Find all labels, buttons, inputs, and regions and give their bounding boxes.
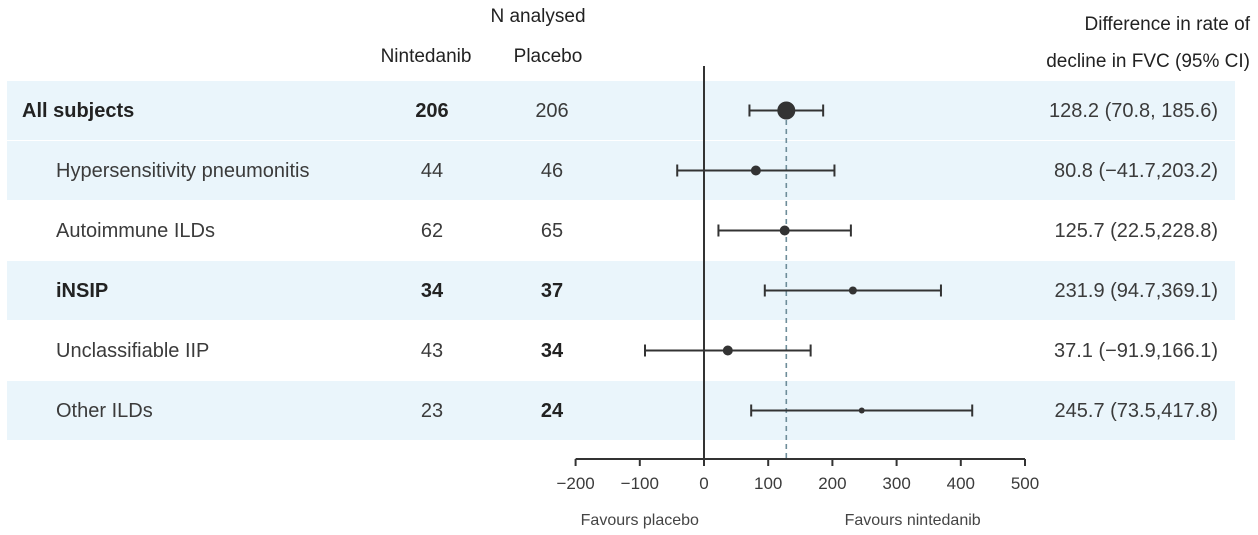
header-difference-line2: decline in FVC (95% CI)	[1046, 51, 1250, 72]
row-band	[7, 381, 1235, 440]
x-tick-label: 200	[818, 474, 846, 493]
n-nintedanib: 62	[420, 219, 444, 242]
row-band	[7, 81, 1235, 140]
ci-text: 128.2 (70.8, 185.6)	[1048, 99, 1218, 122]
n-placebo: 206	[535, 99, 569, 122]
x-tick-label: 500	[1011, 474, 1039, 493]
row-label: Other ILDs	[56, 399, 153, 422]
x-tick-label: 300	[882, 474, 910, 493]
x-tick-label: 0	[699, 474, 708, 493]
favours-placebo-label: Favours placebo	[580, 512, 699, 529]
n-nintedanib: 206	[415, 99, 449, 122]
point-estimate	[779, 225, 790, 236]
n-placebo: 65	[540, 219, 564, 242]
header-nintedanib: Nintedanib	[380, 46, 472, 67]
x-tick-label: 400	[947, 474, 975, 493]
favours-nintedanib-label: Favours nintedanib	[844, 512, 981, 529]
n-placebo: 37	[540, 279, 564, 302]
header-placebo: Placebo	[513, 46, 583, 67]
header-difference: Difference in rate of decline in FVC (95…	[1046, 6, 1250, 80]
row-label: iNSIP	[56, 279, 109, 302]
point-estimate	[858, 407, 865, 414]
n-placebo: 24	[540, 399, 564, 422]
ci-text: 37.1 (−91.9,166.1)	[1053, 339, 1218, 362]
n-nintedanib: 44	[420, 159, 444, 182]
n-placebo: 46	[540, 159, 564, 182]
n-nintedanib: 34	[420, 279, 444, 302]
x-tick-label: 100	[754, 474, 782, 493]
n-nintedanib: 43	[420, 339, 444, 362]
ci-text: 231.9 (94.7,369.1)	[1054, 279, 1218, 302]
ci-text: 125.7 (22.5,228.8)	[1054, 219, 1218, 242]
n-placebo: 34	[540, 339, 564, 362]
row-band	[7, 141, 1235, 200]
x-tick-label: −200	[556, 474, 594, 493]
point-estimate	[848, 286, 857, 295]
n-nintedanib: 23	[420, 399, 444, 422]
point-estimate	[750, 165, 761, 176]
ci-text: 80.8 (−41.7,203.2)	[1053, 159, 1218, 182]
row-label: Hypersensitivity pneumonitis	[56, 159, 310, 182]
x-tick-label: −100	[621, 474, 659, 493]
header-difference-line1: Difference in rate of	[1084, 14, 1250, 35]
row-label: Autoimmune ILDs	[56, 219, 215, 242]
point-estimate	[777, 101, 796, 120]
point-estimate	[722, 345, 733, 356]
ci-text: 245.7 (73.5,417.8)	[1054, 399, 1218, 422]
row-label: All subjects	[22, 99, 135, 122]
row-label: Unclassifiable IIP	[56, 339, 210, 362]
row-band	[7, 261, 1235, 320]
header-n-analysed: N analysed	[490, 6, 586, 27]
